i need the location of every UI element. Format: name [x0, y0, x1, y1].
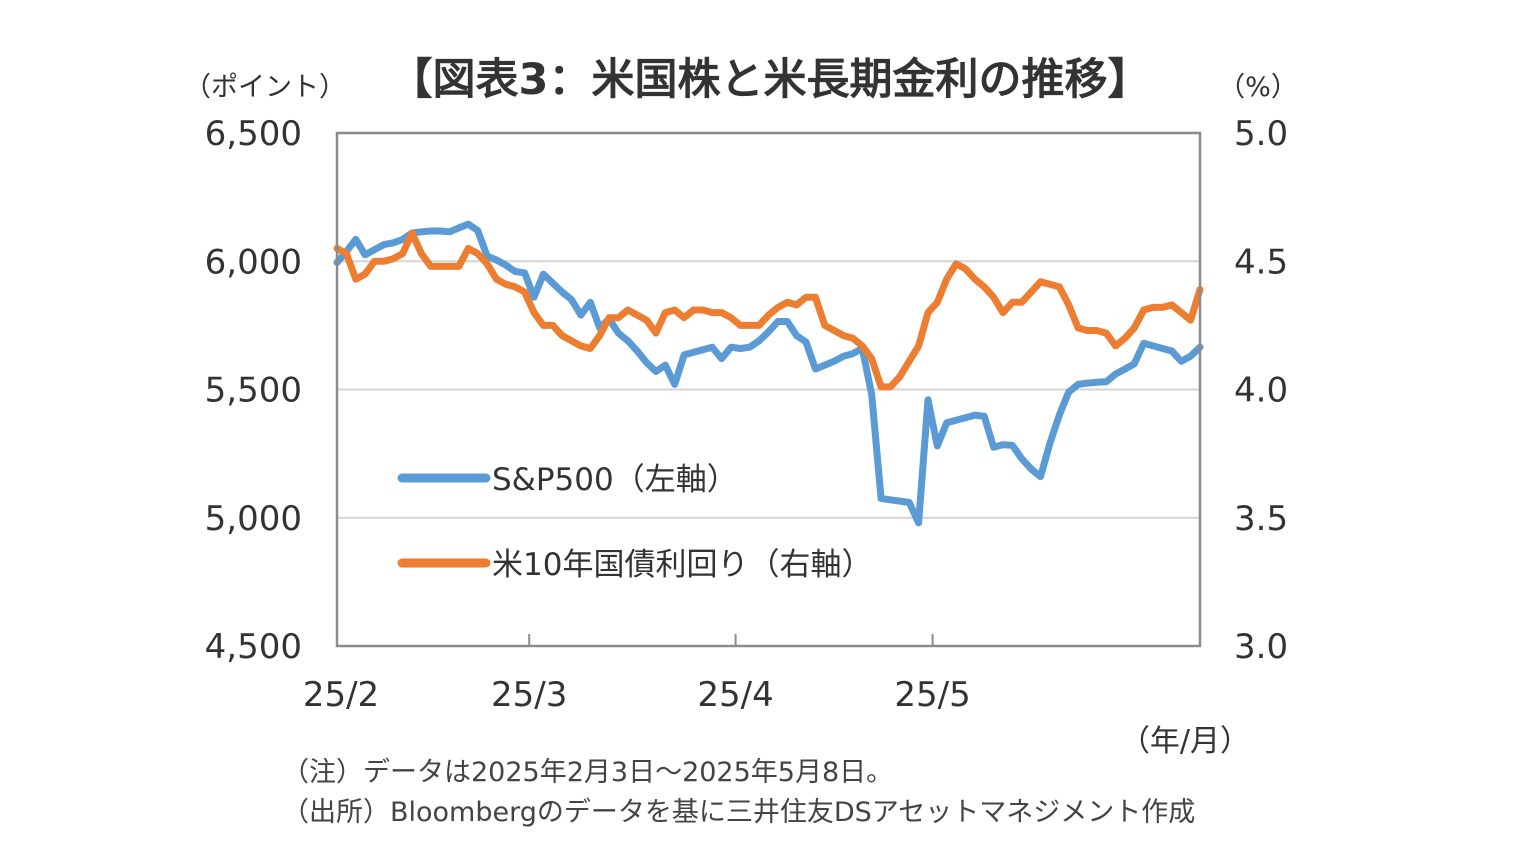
left-axis-unit: （ポイント）: [184, 72, 346, 103]
right-axis-ticks: 5.0 4.5 4.0 3.5 3.0: [1234, 114, 1288, 667]
right-axis-unit: （%）: [1218, 72, 1298, 103]
x-axis-ticks: 25/2 25/3 25/4 25/5: [303, 634, 971, 715]
legend-label-sp500: S&P500（左軸）: [492, 462, 738, 498]
y-tick-label-right: 4.0: [1234, 371, 1288, 411]
legend: S&P500（左軸） 米10年国債利回り（右軸）: [397, 462, 872, 583]
x-tick-label: 25/4: [697, 675, 773, 715]
y-tick-label-left: 6,000: [205, 242, 302, 282]
y-tick-label-right: 4.5: [1234, 242, 1288, 282]
y-tick-label-left: 4,500: [205, 627, 302, 667]
series-line-sp500: [333, 220, 1204, 527]
plot-frame: [335, 131, 1202, 648]
y-tick-label-right: 3.0: [1234, 627, 1288, 667]
x-axis-unit: （年/月）: [1120, 724, 1250, 759]
x-tick-label: 25/2: [303, 675, 379, 715]
footnote-data-period: （注）データは2025年2月3日～2025年5月8日。: [282, 757, 894, 788]
x-tick-label: 25/5: [894, 675, 970, 715]
series-layer: [333, 220, 1204, 527]
legend-label-us10y: 米10年国債利回り（右軸）: [492, 547, 872, 583]
y-tick-label-left: 5,500: [205, 371, 302, 411]
y-tick-label-left: 6,500: [205, 114, 302, 154]
footnote-source: （出所）Bloombergのデータを基に三井住友DSアセットマネジメント作成: [282, 797, 1196, 828]
left-axis-ticks: 6,500 6,000 5,500 5,000 4,500: [205, 114, 302, 667]
y-tick-label-right: 3.5: [1234, 499, 1288, 539]
x-tick-label: 25/3: [491, 675, 567, 715]
chart-title: 【図表3：米国株と米長期金利の推移】: [390, 55, 1151, 105]
y-tick-label-right: 5.0: [1234, 114, 1288, 154]
series-line-us10y: [333, 229, 1204, 391]
y-tick-label-left: 5,000: [205, 499, 302, 539]
